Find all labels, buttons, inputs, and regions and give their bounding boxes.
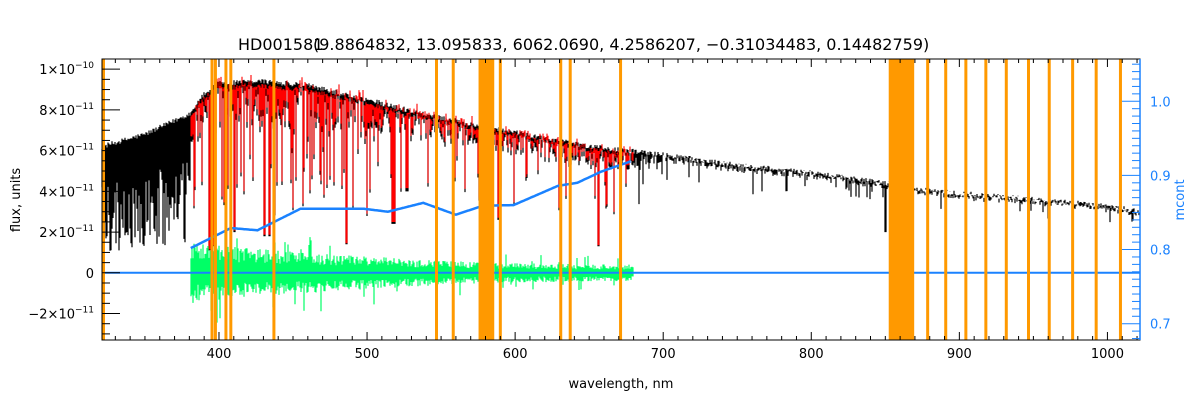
y-tick-exponent: −11 xyxy=(75,143,94,153)
mask-line xyxy=(1094,59,1098,340)
mask-line xyxy=(964,59,968,340)
y-tick-mantissa: 2×10 xyxy=(39,226,75,241)
y-tick-exponent: −11 xyxy=(75,306,94,316)
mask-band xyxy=(888,59,915,340)
mask-band xyxy=(478,59,495,340)
y2-tick-label: 1.0 xyxy=(1150,95,1171,110)
y-tick-label: 2×10−11 xyxy=(39,224,94,241)
mask-line xyxy=(213,59,217,340)
mask-line xyxy=(1118,59,1122,340)
x-tick-label: 1000 xyxy=(1091,347,1124,362)
y-tick-label: 1×10−10 xyxy=(39,61,94,78)
y-tick-exponent: −10 xyxy=(75,61,94,71)
x-tick-label: 900 xyxy=(947,347,972,362)
mask-line xyxy=(1047,59,1051,340)
y2-axis-label: mcont xyxy=(1173,179,1188,220)
x-tick-label: 600 xyxy=(503,347,528,362)
y-tick-label: 6×10−11 xyxy=(39,143,94,160)
chart-title-params: (9.8864832, 13.095833, 6062.0690, 4.2586… xyxy=(313,35,929,54)
plot-area xyxy=(101,59,1141,340)
mask-line xyxy=(102,59,105,340)
mask-line xyxy=(498,59,502,340)
axes: 400 500 600 700 800 900 10001×10−108×10−116×10… xyxy=(28,58,1171,362)
mask-line xyxy=(451,59,455,340)
y2-tick-label: 0.7 xyxy=(1150,318,1171,333)
model-flux-series xyxy=(190,75,634,250)
residual-series xyxy=(190,233,634,323)
mask-line xyxy=(229,59,233,340)
mask-line xyxy=(619,59,623,340)
y-tick-label: 8×10−11 xyxy=(39,102,94,119)
y-tick-mantissa: 1×10 xyxy=(39,63,75,78)
mask-line xyxy=(1004,59,1008,340)
mask-line xyxy=(434,59,438,340)
mask-line xyxy=(1027,59,1031,340)
x-tick-label: 700 xyxy=(651,347,676,362)
y-tick-mantissa: 0 xyxy=(86,267,94,282)
chart-title-star: HD001581 xyxy=(238,35,323,54)
mask-line xyxy=(559,59,563,340)
y-tick-mantissa: −2×10 xyxy=(28,308,75,323)
y-tick-mantissa: 8×10 xyxy=(39,104,75,119)
y-tick-label: 4×10−11 xyxy=(39,183,94,200)
mask-line xyxy=(224,59,228,340)
y-tick-mantissa: 6×10 xyxy=(39,145,75,160)
mask-line xyxy=(568,59,572,340)
y-tick-exponent: −11 xyxy=(75,224,94,234)
mcont-series xyxy=(190,160,631,250)
mask-line xyxy=(926,59,930,340)
y-axis-label: flux, units xyxy=(9,168,24,233)
y-tick-label: −2×10−11 xyxy=(28,306,94,323)
y-tick-exponent: −11 xyxy=(75,183,94,193)
mask-line xyxy=(272,59,276,340)
mask-line xyxy=(1071,59,1075,340)
mask-line xyxy=(210,59,214,340)
y2-tick-label: 0.8 xyxy=(1150,244,1171,259)
y-tick-label: 0 xyxy=(86,267,94,282)
x-tick-label: 800 xyxy=(799,347,824,362)
x-axis-label: wavelength, nm xyxy=(569,377,674,392)
mask-line xyxy=(984,59,988,340)
y-tick-exponent: −11 xyxy=(75,102,94,112)
mask-line xyxy=(944,59,948,340)
x-tick-label: 400 xyxy=(207,347,232,362)
y2-tick-label: 0.9 xyxy=(1150,169,1171,184)
y-tick-mantissa: 4×10 xyxy=(39,185,75,200)
x-tick-label: 500 xyxy=(355,347,380,362)
